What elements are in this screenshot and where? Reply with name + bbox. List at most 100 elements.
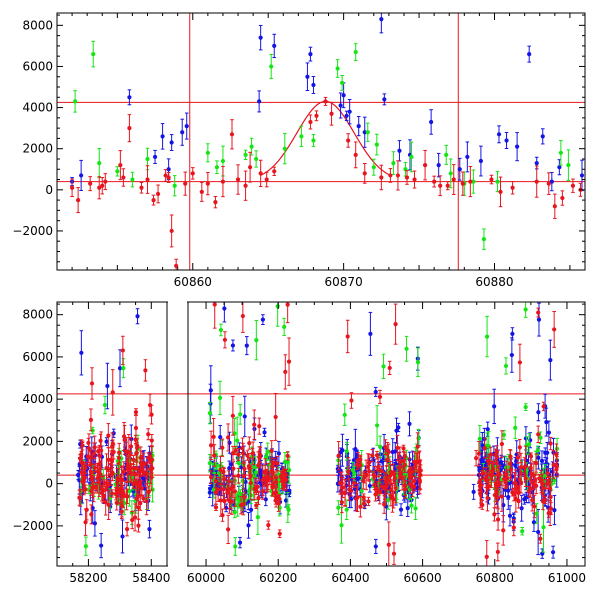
- blue-data-point: [549, 171, 554, 192]
- red-data-point: [275, 455, 280, 472]
- red-data-point: [110, 369, 115, 416]
- point-marker: [240, 478, 245, 483]
- blue-data-point: [496, 125, 502, 144]
- point-marker: [117, 450, 122, 455]
- point-marker: [374, 142, 379, 147]
- point-marker: [513, 425, 518, 430]
- point-marker: [541, 525, 546, 530]
- point-marker: [238, 412, 243, 417]
- blue-data-point: [230, 339, 236, 352]
- point-marker: [151, 197, 156, 203]
- red-data-point: [451, 164, 456, 195]
- blue-data-point: [104, 437, 109, 447]
- point-marker: [106, 502, 111, 507]
- point-marker: [160, 134, 165, 139]
- point-marker: [80, 443, 85, 448]
- point-marker: [213, 200, 218, 205]
- point-marker: [471, 179, 476, 184]
- point-marker: [169, 140, 174, 145]
- point-marker: [523, 404, 528, 410]
- red-data-point: [222, 331, 228, 349]
- point-marker: [163, 173, 168, 178]
- point-marker: [526, 442, 532, 447]
- point-marker: [199, 189, 204, 194]
- blue-data-point: [471, 483, 476, 500]
- red-data-point: [245, 450, 250, 461]
- point-marker: [265, 449, 270, 454]
- red-data-point: [240, 437, 245, 459]
- red-data-point: [88, 176, 93, 192]
- point-marker: [213, 490, 218, 495]
- red-data-point: [412, 170, 417, 189]
- point-marker: [76, 472, 81, 478]
- point-marker: [260, 317, 265, 322]
- red-data-point: [552, 193, 557, 219]
- red-data-point: [468, 166, 473, 198]
- green-data-point: [299, 125, 304, 148]
- blue-data-point: [506, 481, 511, 500]
- point-marker: [69, 185, 75, 190]
- red-data-point: [220, 508, 225, 522]
- red-data-point: [145, 165, 150, 194]
- point-marker: [207, 461, 212, 466]
- red-data-point: [247, 151, 253, 183]
- point-marker: [230, 413, 235, 418]
- red-data-point: [266, 520, 271, 530]
- point-marker: [336, 505, 341, 510]
- point-marker: [214, 165, 220, 170]
- point-marker: [552, 478, 557, 483]
- point-marker: [282, 324, 287, 329]
- point-marker: [264, 177, 269, 182]
- point-marker: [444, 152, 449, 157]
- point-marker: [114, 488, 119, 493]
- point-marker: [169, 228, 174, 234]
- point-marker: [110, 444, 115, 449]
- point-marker: [314, 113, 319, 118]
- green-data-point: [481, 228, 487, 250]
- top-panel: −2000 0 2000 4000 6000 8000 60860 60870 60880: [12, 12, 586, 289]
- point-marker: [152, 154, 158, 160]
- blue-data-point: [457, 157, 462, 181]
- point-marker: [207, 411, 213, 416]
- red-data-point: [143, 359, 148, 382]
- point-marker: [150, 453, 155, 458]
- point-marker: [277, 531, 282, 536]
- point-marker: [133, 425, 139, 431]
- red-data-point: [377, 389, 383, 404]
- green-data-point: [501, 430, 507, 440]
- green-data-point: [335, 59, 340, 78]
- point-marker: [233, 544, 238, 549]
- point-marker: [496, 132, 502, 137]
- point-marker: [240, 451, 246, 456]
- point-marker: [236, 461, 242, 466]
- green-data-point: [520, 527, 525, 536]
- blue-data-point: [120, 519, 125, 554]
- blue-data-point: [373, 386, 378, 397]
- green-data-point: [254, 150, 259, 168]
- green-data-point: [404, 335, 409, 362]
- point-marker: [247, 466, 252, 471]
- point-marker: [465, 154, 470, 160]
- point-marker: [510, 185, 515, 190]
- point-marker: [102, 402, 108, 408]
- point-marker: [257, 99, 262, 104]
- point-marker: [509, 352, 514, 358]
- point-marker: [552, 508, 557, 513]
- green-data-point: [495, 171, 500, 193]
- blue-data-point: [152, 149, 158, 164]
- point-marker: [105, 383, 110, 389]
- red-data-point: [174, 258, 179, 270]
- point-marker: [93, 485, 99, 490]
- point-marker: [205, 181, 210, 186]
- point-marker: [352, 471, 357, 476]
- point-marker: [407, 421, 412, 426]
- point-marker: [155, 191, 161, 197]
- point-marker: [550, 550, 556, 555]
- point-marker: [121, 175, 126, 180]
- green-data-point: [311, 133, 316, 147]
- red-data-point: [190, 167, 195, 180]
- point-marker: [471, 489, 476, 494]
- red-data-point: [235, 164, 241, 195]
- point-marker: [398, 507, 404, 512]
- green-data-point: [409, 497, 414, 514]
